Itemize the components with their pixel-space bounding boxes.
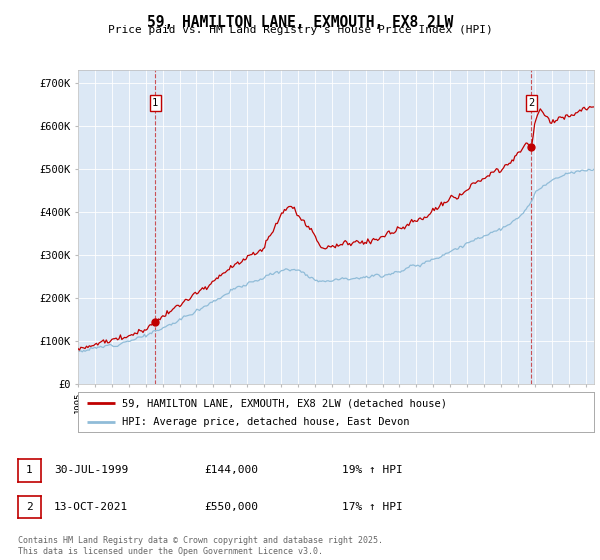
- Text: 2: 2: [26, 502, 33, 512]
- Text: 19% ↑ HPI: 19% ↑ HPI: [342, 465, 403, 475]
- Text: 1: 1: [152, 98, 158, 108]
- Text: HPI: Average price, detached house, East Devon: HPI: Average price, detached house, East…: [122, 417, 409, 427]
- Text: 30-JUL-1999: 30-JUL-1999: [54, 465, 128, 475]
- Text: £550,000: £550,000: [204, 502, 258, 512]
- Text: 59, HAMILTON LANE, EXMOUTH, EX8 2LW: 59, HAMILTON LANE, EXMOUTH, EX8 2LW: [147, 15, 453, 30]
- Text: 2: 2: [528, 98, 535, 108]
- Text: 13-OCT-2021: 13-OCT-2021: [54, 502, 128, 512]
- Text: 1: 1: [26, 465, 33, 475]
- Text: £144,000: £144,000: [204, 465, 258, 475]
- Text: 59, HAMILTON LANE, EXMOUTH, EX8 2LW (detached house): 59, HAMILTON LANE, EXMOUTH, EX8 2LW (det…: [122, 398, 447, 408]
- Text: 17% ↑ HPI: 17% ↑ HPI: [342, 502, 403, 512]
- Text: Contains HM Land Registry data © Crown copyright and database right 2025.
This d: Contains HM Land Registry data © Crown c…: [18, 536, 383, 556]
- Text: Price paid vs. HM Land Registry's House Price Index (HPI): Price paid vs. HM Land Registry's House …: [107, 25, 493, 35]
